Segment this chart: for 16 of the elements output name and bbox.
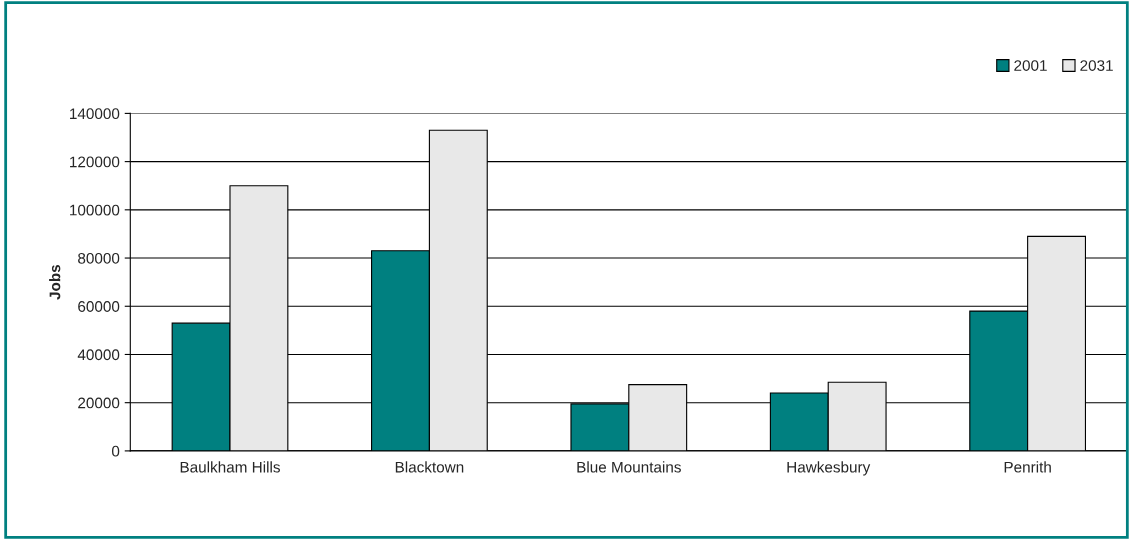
y-tick-label: 100000 [70, 204, 120, 216]
y-tick-label: 0 [111, 445, 120, 457]
x-tick-label: Baulkham Hills [180, 461, 280, 473]
x-tick-label: Penrith [1004, 461, 1051, 473]
y-tick-label: 120000 [70, 156, 120, 168]
y-tick-label: 20000 [78, 397, 120, 409]
legend-label: 2031 [1080, 60, 1113, 71]
legend-label: 2001 [1014, 60, 1047, 71]
y-axis-title: Jobs [49, 264, 61, 300]
y-tick-label: 140000 [70, 108, 120, 120]
y-tick-label: 60000 [78, 301, 120, 312]
x-tick-label: Hawkesbury [787, 461, 871, 476]
y-tick-label: 80000 [78, 252, 120, 264]
x-tick-label: Blacktown [395, 461, 464, 473]
y-tick-label: 40000 [77, 349, 120, 361]
x-tick-label: Blue Mountains [577, 461, 681, 473]
